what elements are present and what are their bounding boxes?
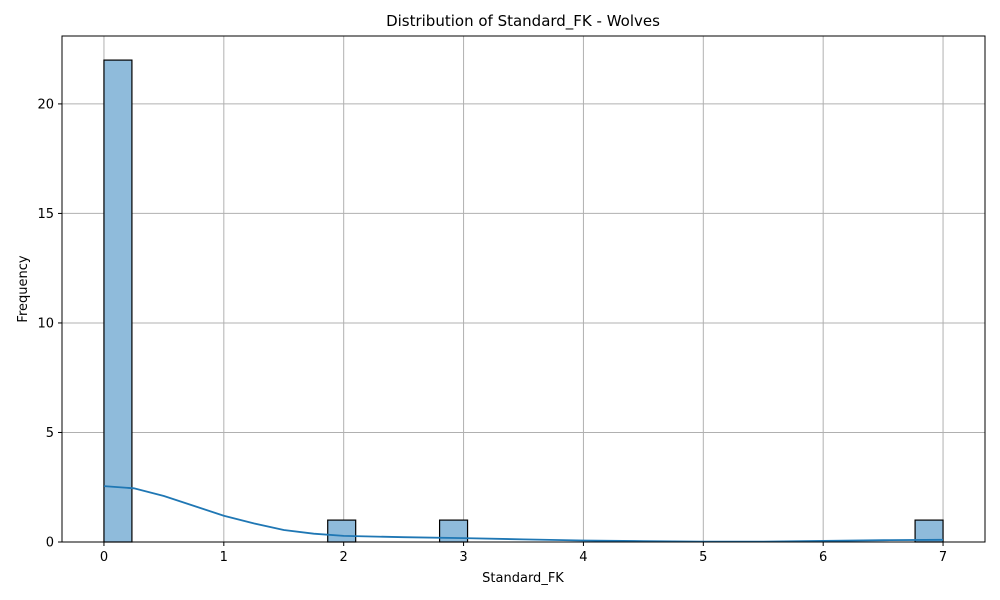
x-tick-label: 0 — [100, 550, 108, 565]
plot-frame — [61, 35, 986, 543]
grid — [62, 36, 985, 543]
x-tick-label: 6 — [819, 550, 827, 565]
histogram-bar — [914, 519, 944, 543]
x-axis-ticks: 0 1 2 3 4 5 6 7 — [100, 542, 947, 565]
kde-line — [103, 485, 944, 543]
x-tick-label: 7 — [939, 550, 947, 565]
bars — [103, 59, 944, 543]
y-tick-label: 10 — [37, 316, 54, 331]
x-tick-label: 2 — [340, 550, 348, 565]
x-tick-label: 1 — [220, 550, 228, 565]
histogram-bar — [327, 519, 357, 543]
x-tick-label: 5 — [699, 550, 707, 565]
x-axis-label: Standard_FK — [482, 571, 564, 586]
x-tick-label: 3 — [459, 550, 467, 565]
y-tick-label: 0 — [46, 536, 54, 551]
y-tick-label: 5 — [46, 426, 54, 441]
kde-curve — [103, 485, 944, 543]
y-tick-label: 15 — [37, 207, 54, 222]
chart-title: Distribution of Standard_FK - Wolves — [386, 12, 660, 31]
y-tick-label: 20 — [37, 97, 54, 112]
y-axis-label: Frequency — [16, 255, 31, 322]
x-tick-label: 4 — [579, 550, 587, 565]
y-axis-ticks: 0 5 10 15 20 — [37, 97, 62, 551]
histogram-bar — [103, 59, 133, 543]
